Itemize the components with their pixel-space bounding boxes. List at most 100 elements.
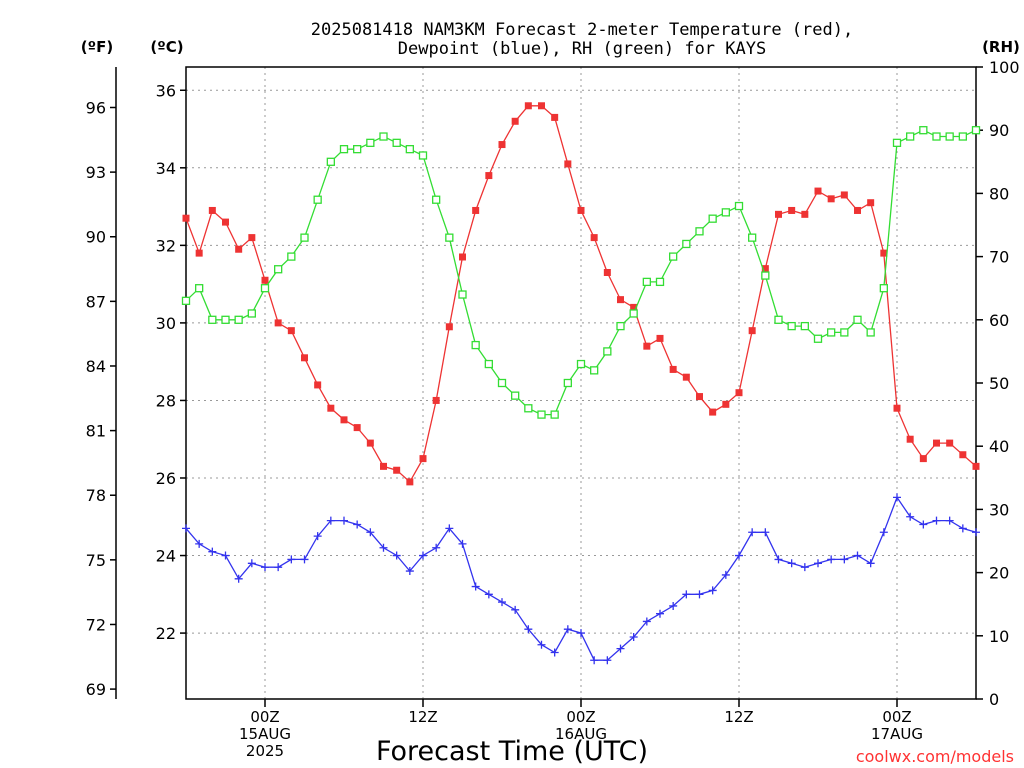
- temperature-point: [814, 187, 822, 195]
- rh-point: [471, 340, 480, 350]
- rh-point: [418, 151, 428, 160]
- fahrenheit-tick-label: 87: [86, 292, 106, 311]
- rh-point: [932, 132, 941, 141]
- fahrenheit-axis-unit: (ºF): [81, 38, 113, 56]
- temperature-point: [208, 206, 216, 214]
- dewpoint-point: [708, 586, 717, 595]
- dewpoint-point: [234, 574, 243, 583]
- temperature-point: [432, 396, 440, 404]
- celsius-tick-label: 26: [156, 469, 176, 488]
- dewpoint-point: [498, 598, 506, 607]
- temperature-point: [419, 455, 427, 463]
- temperature-point: [235, 245, 243, 253]
- dewpoint-point: [774, 555, 783, 564]
- dewpoint-point: [748, 528, 757, 537]
- rh-point: [590, 366, 599, 375]
- temperature-point: [261, 276, 269, 284]
- rh-point: [682, 239, 691, 249]
- temperature-point: [827, 195, 835, 203]
- temperature-point: [327, 404, 335, 412]
- celsius-axis-unit: (ºC): [150, 38, 183, 56]
- dewpoint-point: [893, 493, 901, 502]
- rh-point: [576, 359, 586, 369]
- rh-point: [721, 208, 730, 217]
- rh-point: [326, 157, 335, 166]
- fahrenheit-tick-label: 75: [86, 551, 106, 570]
- temperature-point: [854, 206, 861, 214]
- dewpoint-point: [958, 524, 967, 533]
- rh-point: [287, 252, 296, 261]
- dewpoint-point: [721, 570, 730, 579]
- rh-axis-unit: (RH): [982, 38, 1020, 56]
- temperature-point: [775, 210, 782, 218]
- credit-label: coolwx.com/models: [856, 747, 1014, 766]
- x-tick-label: 00Z: [882, 708, 911, 726]
- rh-point: [734, 201, 744, 211]
- dewpoint-point: [827, 555, 836, 564]
- x-tick-label: 16AUG: [555, 725, 607, 743]
- rh-point: [458, 290, 467, 299]
- rh-point: [563, 378, 572, 388]
- rh-tick-label: 40: [989, 437, 1009, 456]
- dewpoint-point: [484, 590, 493, 599]
- rh-point: [260, 284, 270, 293]
- fahrenheit-tick-label: 96: [86, 98, 106, 117]
- rh-point: [655, 277, 665, 287]
- rh-tick-label: 20: [989, 564, 1009, 583]
- temperature-point: [274, 319, 282, 327]
- dewpoint-point: [208, 547, 217, 556]
- rh-tick-label: 100: [989, 58, 1020, 77]
- temperature-point: [472, 206, 480, 214]
- series-layer: [181, 102, 981, 665]
- x-tick-label: 17AUG: [871, 725, 923, 743]
- temperature-point: [919, 455, 927, 463]
- temperature-point: [406, 478, 414, 486]
- dewpoint-point: [656, 609, 664, 618]
- rh-point: [866, 328, 875, 337]
- dewpoint-point: [879, 528, 888, 537]
- rh-point: [971, 126, 981, 135]
- dewpoint-point: [906, 512, 915, 521]
- temperature-point: [840, 191, 848, 199]
- dewpoint-point: [735, 551, 743, 560]
- dewpoint-point: [300, 555, 309, 564]
- rh-point: [379, 132, 388, 141]
- rh-point: [181, 296, 191, 305]
- rh-point: [879, 284, 888, 293]
- x-tick-label: 12Z: [408, 708, 437, 726]
- dewpoint-point: [629, 632, 638, 641]
- temperature-point: [656, 334, 664, 342]
- dewpoint-point: [313, 532, 322, 541]
- rh-point: [695, 227, 704, 236]
- rh-point: [787, 321, 796, 331]
- plot-frame: [185, 66, 977, 700]
- rh-point: [774, 315, 783, 324]
- temperature-point: [459, 253, 466, 261]
- temperature-point: [643, 342, 651, 350]
- rh-point: [642, 277, 651, 287]
- dewpoint-point: [471, 582, 480, 591]
- dewpoint-point: [432, 543, 441, 552]
- rh-point: [511, 391, 520, 400]
- dewpoint-point: [195, 539, 204, 548]
- dewpoint-point: [524, 625, 533, 634]
- rh-tick-label: 30: [989, 500, 1009, 519]
- dewpoint-point: [182, 524, 190, 533]
- dewpoint-point: [419, 551, 427, 560]
- temperature-point: [748, 327, 756, 335]
- rh-tick-label: 90: [989, 121, 1009, 140]
- temperature-point: [287, 327, 295, 335]
- dewpoint-point: [945, 516, 954, 525]
- fahrenheit-tick-label: 78: [86, 486, 106, 505]
- dewpoint-point: [445, 524, 454, 533]
- temperature-point: [393, 466, 401, 474]
- dewpoint-point: [392, 551, 401, 560]
- rh-point: [234, 315, 243, 324]
- rh-point: [353, 145, 362, 154]
- temperature-point: [511, 117, 519, 125]
- x-tick-label: 15AUG: [239, 725, 291, 743]
- dewpoint-point: [458, 539, 467, 548]
- temperature-line: [185, 105, 977, 483]
- temperature-point: [195, 249, 203, 257]
